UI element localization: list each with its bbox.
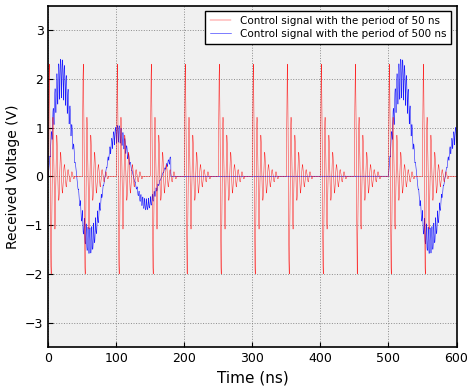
Control signal with the period of 500 ns	[407, 115, 412, 120]
Control signal with the period of 500 ns	[454, 140, 459, 145]
Legend: Control signal with the period of 50 ns, Control signal with the period of 500 n: Control signal with the period of 50 ns,…	[205, 11, 451, 44]
Control signal with the period of 500 ns	[392, 90, 398, 95]
Control signal with the period of 500 ns	[398, 57, 404, 61]
Control signal with the period of 50 ns	[392, 212, 398, 217]
Control signal with the period of 500 ns	[352, 174, 357, 179]
Control signal with the period of 500 ns	[46, 174, 51, 179]
Control signal with the period of 50 ns	[377, 176, 383, 181]
Control signal with the period of 50 ns	[182, 62, 188, 66]
Line: Control signal with the period of 500 ns: Control signal with the period of 500 ns	[48, 59, 456, 253]
Control signal with the period of 50 ns	[91, 174, 97, 179]
X-axis label: Time (ns): Time (ns)	[217, 370, 288, 386]
Control signal with the period of 50 ns	[252, 272, 258, 276]
Control signal with the period of 500 ns	[86, 251, 92, 256]
Control signal with the period of 50 ns	[352, 157, 357, 162]
Control signal with the period of 50 ns	[407, 176, 412, 180]
Control signal with the period of 50 ns	[454, 174, 459, 179]
Y-axis label: Received Voltage (V): Received Voltage (V)	[6, 104, 19, 249]
Control signal with the period of 500 ns	[91, 221, 97, 226]
Control signal with the period of 500 ns	[176, 174, 182, 179]
Control signal with the period of 50 ns	[176, 174, 182, 179]
Control signal with the period of 500 ns	[377, 174, 383, 179]
Line: Control signal with the period of 50 ns: Control signal with the period of 50 ns	[48, 64, 456, 274]
Control signal with the period of 50 ns	[46, 174, 51, 179]
